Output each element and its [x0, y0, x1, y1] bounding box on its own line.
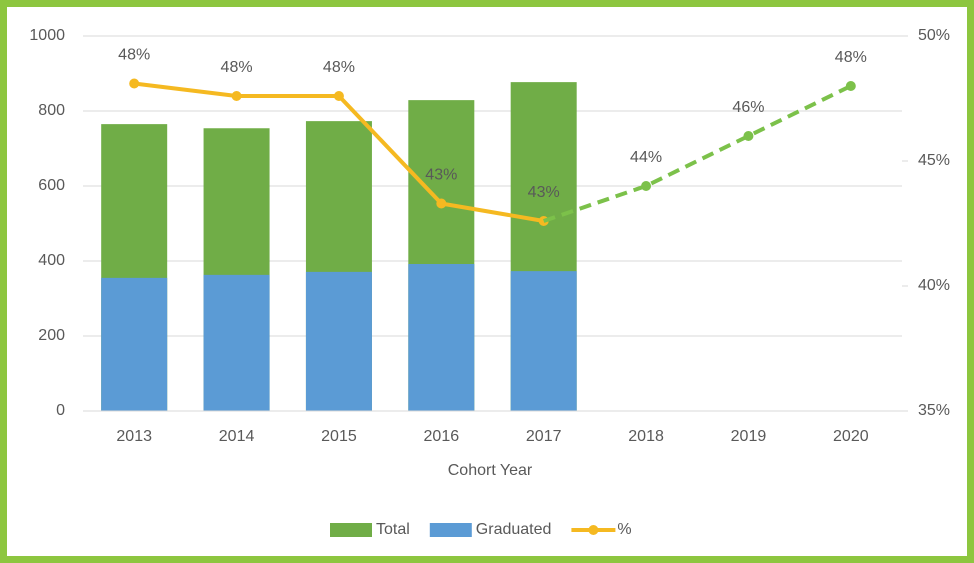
y2-tick-label: 50%	[918, 27, 950, 44]
x-tick-label: 2018	[628, 428, 664, 445]
bar	[408, 264, 475, 411]
x-tick-label: 2016	[424, 428, 460, 445]
data-label: 48%	[323, 59, 355, 76]
legend-label: Graduated	[476, 521, 552, 538]
legend-swatch	[588, 525, 599, 535]
x-tick-label: 2020	[833, 428, 869, 445]
y-tick-label: 400	[38, 252, 65, 269]
data-label: 44%	[630, 149, 662, 166]
bar	[305, 271, 372, 411]
x-tick-label: 2013	[116, 428, 152, 445]
y-tick-label: 0	[56, 402, 65, 419]
legend-swatch	[330, 523, 372, 537]
y2-tick-label: 35%	[918, 402, 950, 419]
y-tick-label: 600	[38, 177, 65, 194]
point	[641, 181, 652, 191]
y2-tick-label: 45%	[918, 152, 950, 169]
y-tick-label: 200	[38, 327, 65, 344]
point	[333, 91, 344, 101]
point	[436, 198, 447, 209]
x-tick-label: 2014	[219, 428, 255, 445]
point	[129, 78, 140, 89]
data-label: 43%	[528, 184, 560, 201]
data-label: 48%	[835, 49, 867, 66]
y-tick-label: 800	[38, 102, 65, 119]
y2-tick-label: 40%	[918, 277, 950, 294]
point	[743, 131, 754, 141]
legend-swatch	[429, 523, 472, 537]
x-axis-title: Cohort Year	[448, 462, 533, 479]
legend-label: Total	[376, 521, 410, 538]
y-tick-label: 1000	[29, 27, 65, 44]
point	[845, 81, 856, 91]
data-label: 48%	[221, 59, 253, 76]
bar	[101, 277, 168, 411]
x-tick-label: 2019	[731, 428, 767, 445]
data-label: 48%	[118, 47, 150, 64]
data-label: 46%	[732, 99, 764, 116]
bar	[203, 274, 270, 411]
legend-label: %	[617, 521, 631, 538]
point	[231, 91, 242, 101]
x-tick-label: 2015	[321, 428, 357, 445]
x-tick-label: 2017	[526, 428, 562, 445]
bar	[510, 271, 577, 411]
data-label: 43%	[425, 167, 457, 184]
